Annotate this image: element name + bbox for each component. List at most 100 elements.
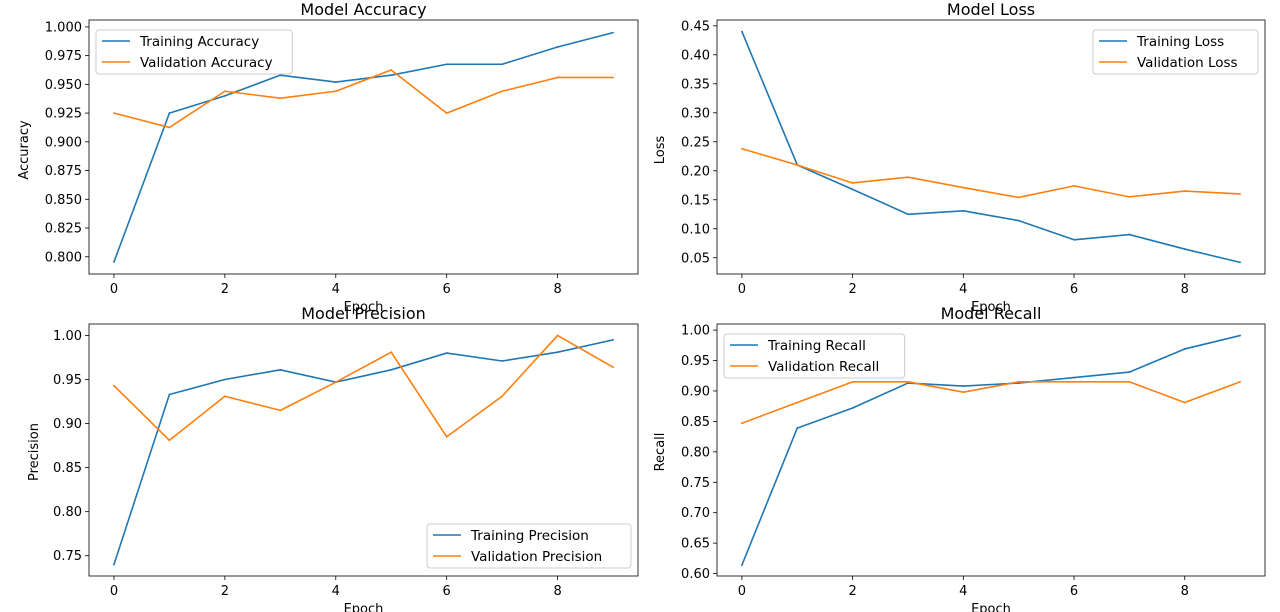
data-point bbox=[1073, 376, 1075, 379]
chart-title: Model Precision bbox=[301, 304, 426, 323]
data-point bbox=[279, 409, 282, 412]
plot-area-frame bbox=[716, 323, 1266, 577]
data-point bbox=[1183, 248, 1186, 250]
data-point bbox=[445, 352, 448, 354]
data-point bbox=[556, 334, 559, 337]
data-point bbox=[907, 176, 909, 179]
data-point bbox=[962, 186, 965, 189]
data-point bbox=[390, 74, 393, 77]
series-line-validation bbox=[113, 334, 614, 442]
x-tick-label: 2 bbox=[221, 282, 229, 297]
data-point bbox=[223, 378, 226, 381]
data-point bbox=[1239, 334, 1241, 337]
x-tick-label: 4 bbox=[332, 584, 340, 599]
plot-area-frame bbox=[88, 323, 639, 577]
data-point bbox=[962, 209, 965, 212]
data-point bbox=[113, 261, 115, 263]
x-tick-label: 2 bbox=[848, 282, 856, 297]
y-tick-label: 1.00 bbox=[681, 324, 710, 339]
plot-area-frame bbox=[716, 19, 1266, 275]
y-tick-label: 0.20 bbox=[681, 164, 710, 179]
data-point bbox=[168, 439, 171, 442]
data-point bbox=[741, 564, 743, 566]
data-point bbox=[1183, 190, 1186, 192]
data-point bbox=[556, 351, 559, 354]
y-axis-label: Recall bbox=[653, 433, 668, 472]
y-tick-label: 0.75 bbox=[53, 549, 82, 564]
data-point bbox=[907, 380, 909, 383]
y-tick-label: 0.30 bbox=[681, 106, 710, 121]
x-tick-label: 0 bbox=[110, 584, 118, 599]
data-point bbox=[612, 31, 614, 34]
data-point bbox=[1128, 195, 1131, 198]
plot-area-frame bbox=[88, 19, 639, 275]
legend-entry: Validation Recall bbox=[768, 359, 879, 375]
x-tick-label: 6 bbox=[443, 584, 451, 599]
data-point bbox=[1017, 196, 1020, 199]
x-tick-label: 8 bbox=[553, 282, 561, 297]
y-tick-label: 1.00 bbox=[53, 329, 82, 344]
y-tick-label: 0.10 bbox=[681, 222, 710, 237]
data-point bbox=[501, 90, 504, 93]
x-tick-label: 2 bbox=[848, 584, 856, 599]
data-point bbox=[445, 435, 448, 438]
data-point bbox=[501, 360, 504, 362]
x-tick-label: 6 bbox=[1070, 282, 1078, 297]
legend-box bbox=[426, 523, 632, 569]
chart-title: Model Loss bbox=[947, 0, 1035, 19]
data-point bbox=[851, 407, 854, 409]
data-point bbox=[962, 391, 965, 394]
x-tick-label: 8 bbox=[1181, 584, 1189, 599]
series-line-validation bbox=[741, 147, 1241, 199]
y-tick-label: 0.825 bbox=[45, 222, 82, 237]
y-tick-label: 0.80 bbox=[681, 445, 710, 460]
data-point bbox=[796, 401, 799, 404]
data-point bbox=[1239, 193, 1241, 195]
data-point bbox=[168, 126, 171, 129]
chart-title: Model Accuracy bbox=[300, 0, 426, 19]
data-point bbox=[741, 30, 743, 33]
y-tick-label: 0.05 bbox=[681, 251, 710, 266]
y-tick-label: 0.90 bbox=[681, 384, 710, 399]
data-point bbox=[1017, 219, 1020, 222]
data-point bbox=[223, 90, 226, 93]
data-point bbox=[113, 563, 115, 566]
y-tick-label: 0.85 bbox=[681, 415, 710, 430]
y-tick-label: 0.15 bbox=[681, 193, 710, 208]
y-tick-label: 0.95 bbox=[53, 373, 82, 388]
y-tick-label: 0.975 bbox=[45, 49, 82, 64]
data-point bbox=[445, 63, 448, 66]
data-point bbox=[1128, 380, 1131, 383]
data-point bbox=[390, 69, 393, 71]
y-tick-label: 0.35 bbox=[681, 77, 710, 92]
data-point bbox=[1073, 184, 1075, 187]
data-point bbox=[1073, 380, 1075, 383]
data-point bbox=[168, 112, 171, 114]
data-point bbox=[1017, 380, 1020, 383]
legend-entry: Training Recall bbox=[767, 338, 866, 354]
data-point bbox=[1183, 401, 1186, 404]
data-point bbox=[501, 395, 504, 398]
series-line-training bbox=[113, 31, 614, 263]
data-point bbox=[1128, 233, 1131, 236]
y-tick-label: 0.80 bbox=[53, 505, 82, 520]
y-tick-label: 0.875 bbox=[45, 164, 82, 179]
y-tick-label: 0.925 bbox=[45, 107, 82, 122]
x-tick-label: 4 bbox=[959, 584, 967, 599]
legend-entry: Validation Loss bbox=[1137, 55, 1238, 71]
y-tick-label: 0.65 bbox=[681, 537, 710, 552]
x-tick-label: 6 bbox=[443, 282, 451, 297]
data-point bbox=[556, 46, 559, 48]
legend-box bbox=[723, 333, 906, 379]
y-tick-label: 0.950 bbox=[45, 78, 82, 93]
data-point bbox=[279, 368, 282, 371]
series-line-training bbox=[741, 334, 1241, 566]
data-point bbox=[556, 76, 559, 79]
data-point bbox=[113, 384, 115, 387]
y-tick-label: 0.850 bbox=[45, 193, 82, 208]
data-point bbox=[334, 90, 337, 93]
x-axis-label: Epoch bbox=[344, 300, 384, 315]
y-axis-label: Precision bbox=[27, 423, 42, 481]
legend-entry: Validation Accuracy bbox=[140, 55, 273, 71]
